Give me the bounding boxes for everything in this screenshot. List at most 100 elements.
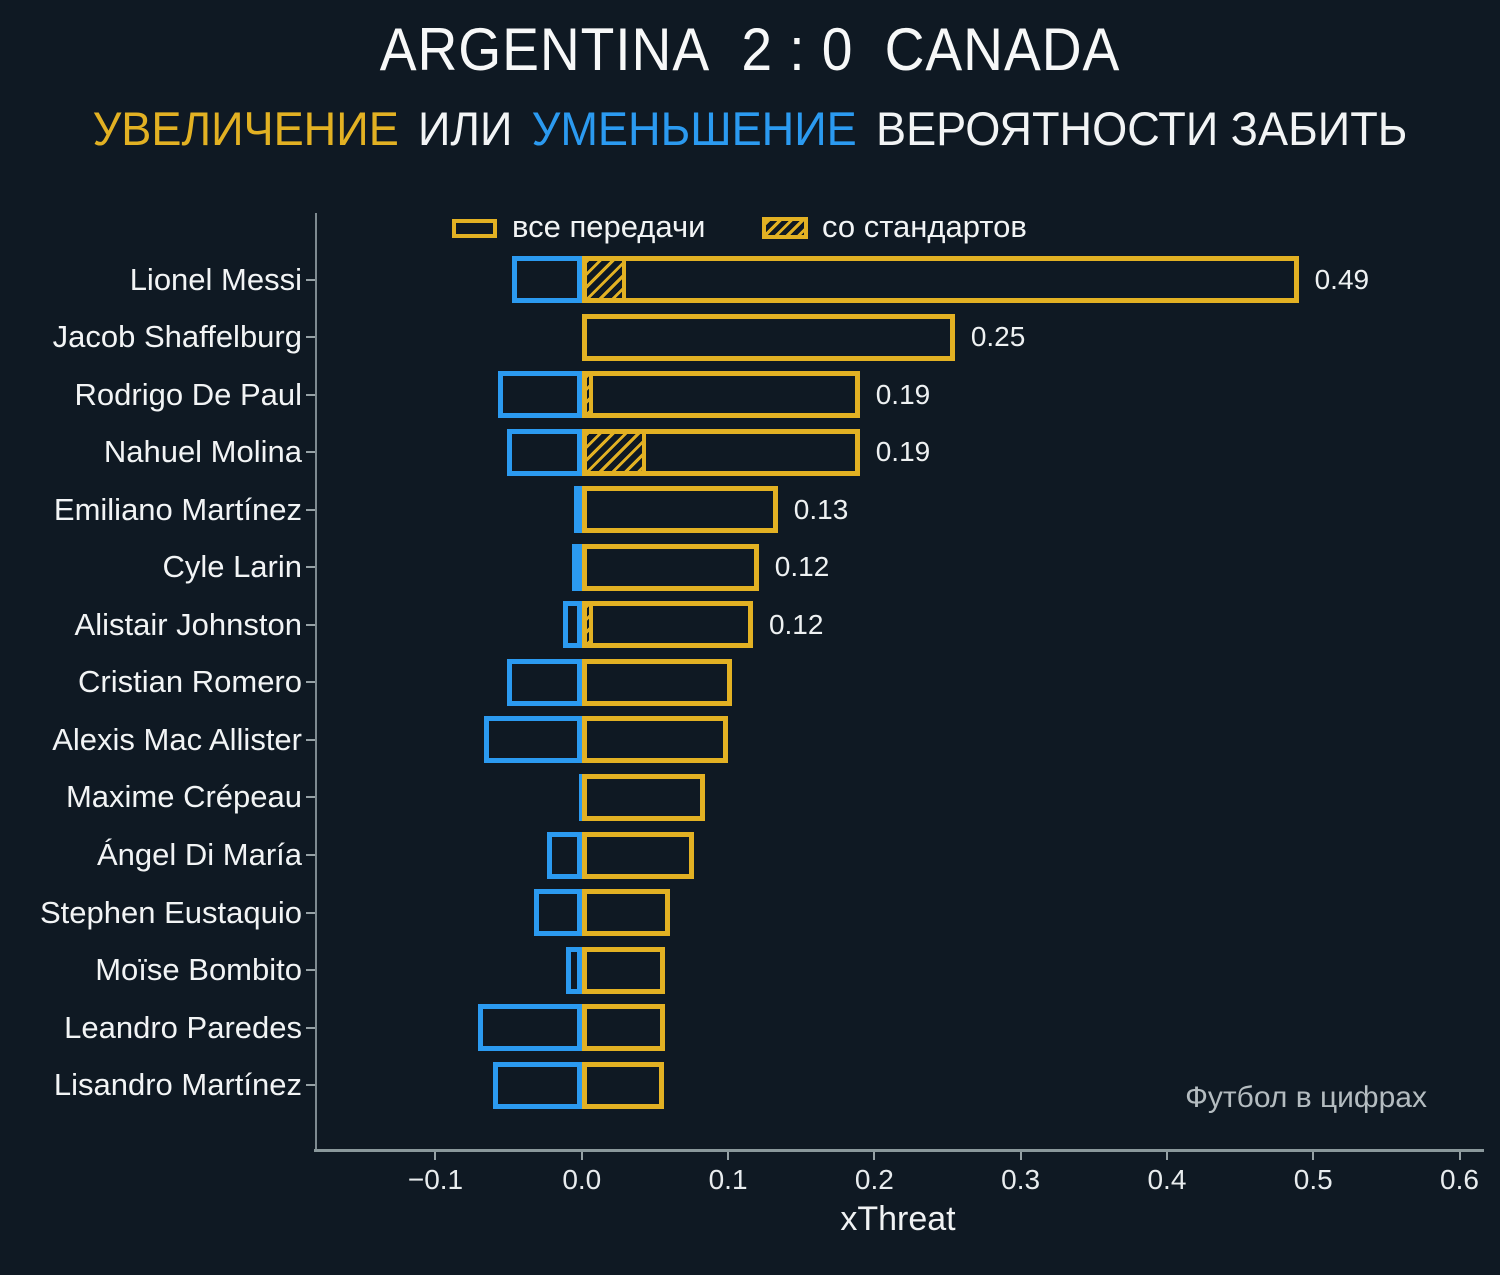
y-axis-tick xyxy=(306,278,315,281)
bar-decrease xyxy=(546,831,582,879)
subtitle-rest: ВЕРОЯТНОСТИ ЗАБИТЬ xyxy=(875,102,1408,155)
bar-set-pieces xyxy=(581,371,594,419)
y-axis-tick xyxy=(306,451,315,454)
y-axis-tick xyxy=(306,681,315,684)
player-label: Alistair Johnston xyxy=(74,606,302,642)
bar-value-label: 0.19 xyxy=(875,436,931,468)
x-axis-tick xyxy=(1458,1152,1461,1160)
bar-value-label: 0.12 xyxy=(774,551,830,583)
bar-decrease xyxy=(574,486,582,534)
x-axis-tick-label: 0.0 xyxy=(562,1164,602,1195)
y-axis-tick xyxy=(306,1084,315,1087)
y-axis-tick xyxy=(306,336,315,339)
x-axis-tick-label: 0.5 xyxy=(1293,1164,1333,1195)
bar-decrease xyxy=(533,889,582,937)
team-home: ARGENTINA xyxy=(379,16,711,83)
bar-all-passes xyxy=(581,256,1299,303)
bar-decrease xyxy=(562,601,582,649)
y-axis-tick xyxy=(306,508,315,511)
player-label: Nahuel Molina xyxy=(103,434,302,470)
bar-all-passes xyxy=(581,486,778,534)
legend-label-all-passes: все передачи xyxy=(512,209,706,244)
player-label: Moïse Bombito xyxy=(95,952,302,988)
player-label: Jacob Shaffelburg xyxy=(52,319,302,355)
legend-swatch-all-passes xyxy=(452,219,497,238)
bar-all-passes xyxy=(581,313,955,361)
player-label: Maxime Crépeau xyxy=(65,779,302,815)
x-axis-tick xyxy=(1312,1152,1315,1160)
y-axis-tick xyxy=(306,854,315,856)
bar-all-passes xyxy=(581,889,670,937)
x-axis-tick-label: 0.6 xyxy=(1440,1164,1479,1195)
y-axis-spine xyxy=(315,213,317,1151)
bar-all-passes xyxy=(581,658,733,706)
bar-set-pieces xyxy=(581,601,594,649)
subtitle-increase-word: УВЕЛИЧЕНИЕ xyxy=(92,102,399,155)
x-axis-tick-label: 0.3 xyxy=(1001,1164,1041,1195)
bar-decrease xyxy=(477,1004,582,1052)
x-axis-title: xThreat xyxy=(840,1200,956,1238)
bar-decrease xyxy=(483,716,582,764)
match-score: 2 : 0 xyxy=(741,16,854,83)
y-axis-tick xyxy=(306,969,315,972)
y-axis-tick xyxy=(306,393,315,396)
bar-all-passes xyxy=(581,946,666,994)
legend-label-set-pieces: со стандартов xyxy=(822,209,1027,244)
y-axis-tick xyxy=(306,796,315,799)
y-axis-tick xyxy=(306,911,315,914)
bar-decrease xyxy=(507,658,582,706)
player-label: Alexis Mac Allister xyxy=(52,721,302,757)
bar-decrease xyxy=(571,543,582,591)
x-axis-tick-label: 0.1 xyxy=(708,1164,748,1195)
bar-value-label: 0.19 xyxy=(875,378,931,410)
bar-value-label: 0.12 xyxy=(768,608,824,640)
bar-all-passes xyxy=(581,773,705,821)
bar-set-pieces xyxy=(581,256,626,303)
bar-set-pieces xyxy=(581,889,585,937)
bar-all-passes xyxy=(581,371,860,419)
bar-all-passes xyxy=(581,601,753,649)
player-label: Stephen Eustaquio xyxy=(40,894,302,930)
bar-value-label: 0.13 xyxy=(793,493,849,525)
x-axis-spine xyxy=(314,1149,1484,1152)
bar-all-passes xyxy=(581,716,729,764)
x-axis-tick-label: 0.4 xyxy=(1147,1164,1187,1195)
match-title: ARGENTINA 2 : 0 CANADA xyxy=(60,14,1440,86)
x-axis-tick-label: 0.2 xyxy=(854,1164,894,1195)
y-axis-tick xyxy=(306,1026,315,1029)
bar-decrease xyxy=(498,371,582,419)
player-label: Lisandro Martínez xyxy=(53,1067,302,1103)
bar-value-label: 0.25 xyxy=(970,321,1026,353)
x-axis-tick xyxy=(580,1152,583,1160)
chart-subtitle: УВЕЛИЧЕНИЕ ИЛИ УМЕНЬШЕНИЕ ВЕРОЯТНОСТИ ЗАБИТ… xyxy=(30,100,1470,158)
y-axis-tick xyxy=(306,738,315,741)
player-label: Rodrigo De Paul xyxy=(74,376,302,412)
bar-set-pieces xyxy=(581,428,647,476)
subtitle-or-word: ИЛИ xyxy=(418,102,513,155)
legend-swatch-set-pieces xyxy=(762,217,808,239)
y-axis-tick xyxy=(306,623,315,626)
player-label: Ángel Di María xyxy=(96,837,302,872)
player-label: Cyle Larin xyxy=(162,549,302,585)
player-label: Lionel Messi xyxy=(129,261,302,297)
x-axis-tick xyxy=(434,1152,437,1160)
player-label: Cristian Romero xyxy=(78,664,302,700)
x-axis-tick-label: −0.1 xyxy=(407,1164,464,1195)
bar-all-passes xyxy=(581,1004,666,1052)
bar-decrease xyxy=(565,946,582,994)
bar-all-passes xyxy=(581,831,695,879)
player-label: Leandro Paredes xyxy=(64,1009,302,1045)
subtitle-decrease-word: УМЕНЬШЕНИЕ xyxy=(531,102,857,155)
bar-all-passes xyxy=(581,543,759,591)
x-axis-tick xyxy=(1165,1152,1168,1160)
bar-decrease xyxy=(492,1061,582,1109)
team-away: CANADA xyxy=(884,16,1121,83)
x-axis-tick xyxy=(727,1152,730,1160)
bar-all-passes xyxy=(581,1061,664,1109)
x-axis-tick xyxy=(1019,1152,1022,1160)
bar-decrease xyxy=(511,256,582,303)
bar-value-label: 0.49 xyxy=(1314,263,1370,295)
y-axis-tick xyxy=(306,566,315,569)
